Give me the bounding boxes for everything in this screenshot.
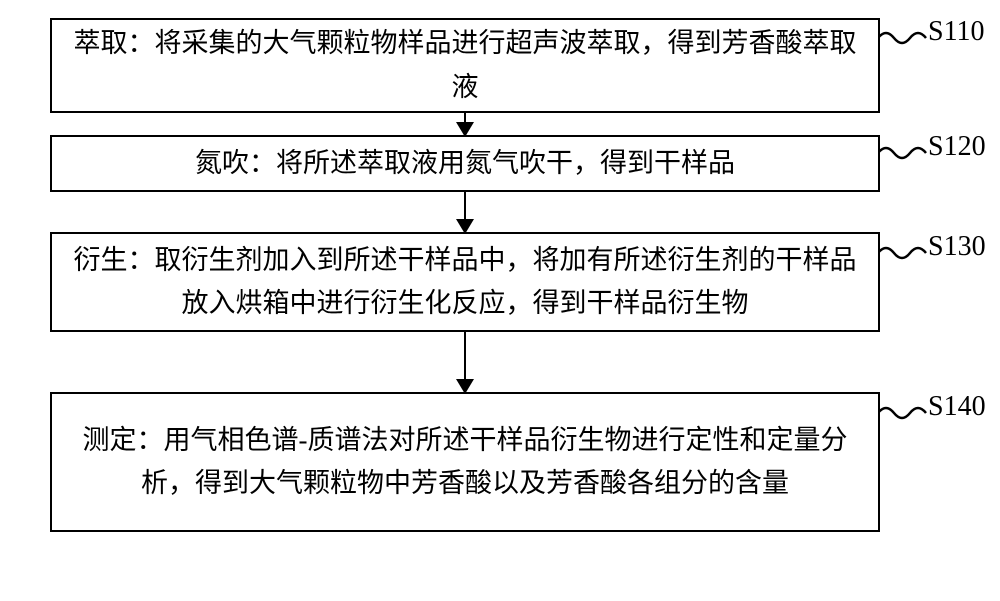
step-1-text: 萃取：将采集的大气颗粒物样品进行超声波萃取，得到芳香酸萃取液: [72, 22, 858, 108]
step-label-4: S140: [928, 391, 986, 423]
connector-2-3: [464, 192, 467, 232]
step-label-2: S120: [928, 131, 986, 163]
flow-step-1: 萃取：将采集的大气颗粒物样品进行超声波萃取，得到芳香酸萃取液: [50, 18, 880, 113]
step-2-text: 氮吹：将所述萃取液用氮气吹干，得到干样品: [195, 142, 735, 185]
step-3-text: 衍生：取衍生剂加入到所述干样品中，将加有所述衍生剂的干样品放入烘箱中进行衍生化反…: [72, 239, 858, 325]
flowchart-container: 萃取：将采集的大气颗粒物样品进行超声波萃取，得到芳香酸萃取液 氮吹：将所述萃取液…: [50, 18, 880, 532]
squiggle-icon: [878, 395, 928, 435]
step-label-1: S110: [928, 16, 985, 48]
squiggle-icon: [878, 20, 928, 60]
step-4-text: 测定：用气相色谱-质谱法对所述干样品衍生物进行定性和定量分析，得到大气颗粒物中芳…: [72, 419, 858, 505]
step-label-3: S130: [928, 231, 986, 263]
flow-step-4: 测定：用气相色谱-质谱法对所述干样品衍生物进行定性和定量分析，得到大气颗粒物中芳…: [50, 392, 880, 532]
connector-3-4: [464, 332, 467, 392]
connector-1-2: [464, 113, 467, 135]
squiggle-icon: [878, 135, 928, 175]
flow-step-3: 衍生：取衍生剂加入到所述干样品中，将加有所述衍生剂的干样品放入烘箱中进行衍生化反…: [50, 232, 880, 332]
squiggle-icon: [878, 235, 928, 275]
flow-step-2: 氮吹：将所述萃取液用氮气吹干，得到干样品: [50, 135, 880, 192]
